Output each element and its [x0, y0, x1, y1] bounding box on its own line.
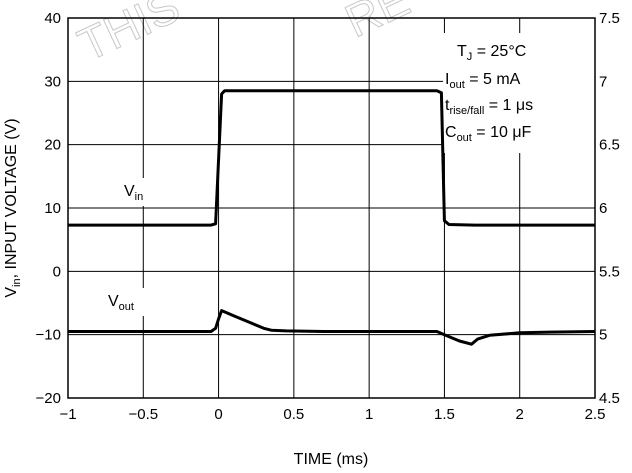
condition-trise-sub: rise/fall — [449, 105, 484, 117]
x-tick-label: −1 — [59, 406, 76, 423]
y-right-tick-label: 4.5 — [599, 390, 620, 407]
condition-iout-rest: = 5 mA — [465, 71, 521, 88]
x-tick-label: −0.5 — [128, 406, 158, 423]
y-right-tick-label: 6.5 — [599, 137, 620, 154]
condition-cout-main: C — [445, 124, 457, 141]
y-right-tick-label: 7.5 — [599, 10, 620, 27]
condition-cout: Cout = 10 μF — [445, 124, 532, 144]
vout-label-main: V — [108, 293, 119, 310]
series-line-vout — [68, 309, 596, 346]
y-left-tick-labels: −20 −10 0 10 20 30 40 — [36, 10, 61, 407]
y-right-tick-label: 5.5 — [599, 263, 620, 280]
series-layer — [68, 89, 596, 346]
x-tick-label: 2 — [516, 406, 524, 423]
condition-trise-rest: = 1 μs — [484, 97, 533, 114]
condition-tj-rest: = 25°C — [472, 43, 526, 60]
x-tick-labels: −1 −0.5 0 0.5 1 1.5 2 2.5 — [59, 406, 605, 423]
y-axis-label-main: V — [3, 287, 20, 298]
y-left-tick-label: 0 — [53, 263, 61, 280]
x-tick-label: 1 — [365, 406, 373, 423]
condition-tj-sub: J — [467, 51, 473, 63]
x-axis-label: TIME (ms) — [294, 451, 369, 468]
conditions: TJ = 25°C Iout = 5 mA trise/fall = 1 μs … — [445, 43, 533, 144]
condition-trise-main: t — [445, 97, 450, 114]
y-axis-label-rest: , INPUT VOLTAGE (V) — [3, 118, 20, 278]
x-tick-label: 1.5 — [434, 406, 455, 423]
y-left-tick-label: 30 — [44, 73, 61, 90]
vin-label-bg — [118, 178, 158, 206]
plot-frame — [67, 17, 596, 399]
y-left-tick-label: 20 — [44, 137, 61, 154]
x-tick-label: 0 — [214, 406, 222, 423]
x-tick-label: 2.5 — [585, 406, 606, 423]
condition-cout-rest: = 10 μF — [472, 124, 532, 141]
y-right-tick-labels: 4.5 5 5.5 6 6.5 7 7.5 — [599, 10, 620, 407]
conditions-box — [443, 33, 595, 153]
condition-iout-main: I — [445, 71, 449, 88]
vout-label-bg — [102, 288, 158, 316]
y-left-tick-label: −10 — [36, 327, 61, 344]
watermark: THIS RE — [70, 0, 418, 72]
y-left-tick-label: 10 — [44, 200, 61, 217]
y-axis-label-sub: in — [11, 278, 23, 287]
y-left-tick-label: −20 — [36, 390, 61, 407]
watermark-text-2: RE — [337, 0, 417, 47]
x-tick-label: 0.5 — [283, 406, 304, 423]
condition-tj-main: T — [457, 43, 467, 60]
condition-iout: Iout = 5 mA — [445, 71, 521, 91]
vout-label: Vout — [108, 293, 134, 313]
vout-label-sub: out — [119, 301, 134, 313]
y-right-tick-label: 6 — [599, 200, 607, 217]
y-right-tick-label: 7 — [599, 73, 607, 90]
watermark-text-1: THIS — [70, 0, 187, 71]
condition-trise: trise/fall = 1 μs — [445, 97, 533, 117]
y-left-tick-label: 40 — [44, 10, 61, 27]
y-axis-label: Vin, INPUT VOLTAGE (V) — [3, 118, 23, 297]
condition-tj: TJ = 25°C — [457, 43, 526, 63]
condition-iout-sub: out — [449, 79, 464, 91]
vin-label: Vin — [124, 183, 143, 203]
series-line-vin — [68, 89, 595, 227]
vin-label-sub: in — [135, 191, 144, 203]
vin-label-main: V — [124, 183, 135, 200]
condition-cout-sub: out — [457, 132, 472, 144]
y-right-tick-label: 5 — [599, 327, 607, 344]
series-labels: Vin Vout — [102, 178, 158, 316]
